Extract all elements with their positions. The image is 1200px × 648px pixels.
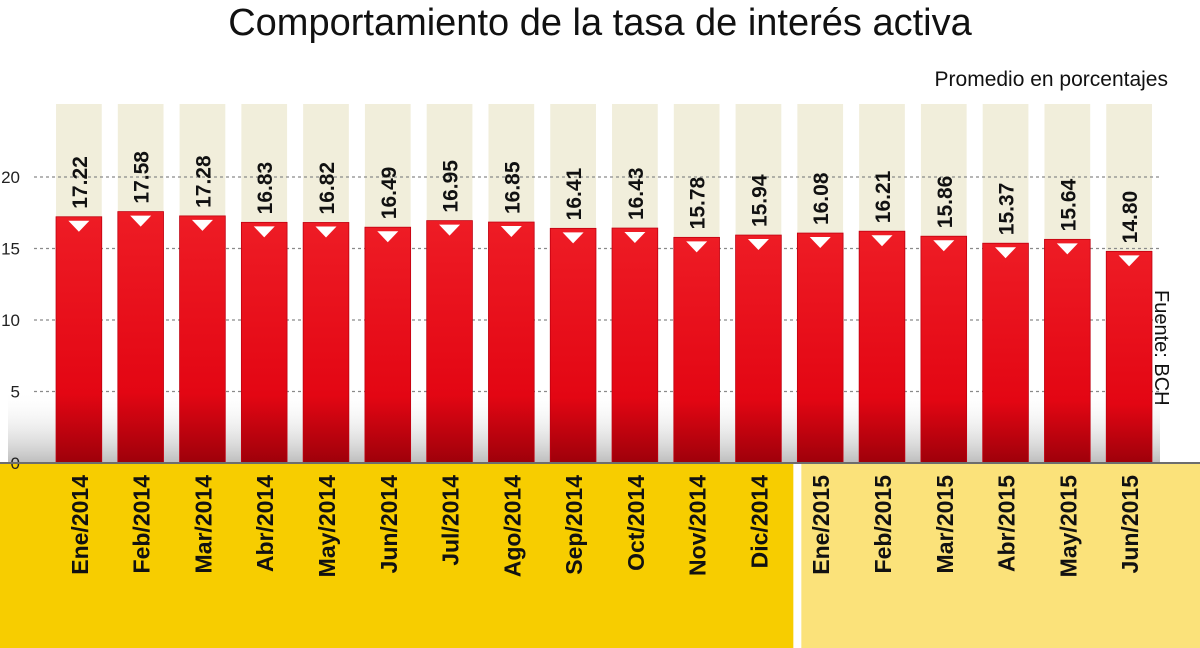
category-label: Abr/2015 [994,475,1020,572]
value-label: 15.94 [748,174,771,227]
y-tick-label: 10 [1,311,20,330]
category-label: Ene/2015 [808,475,834,575]
value-label: 16.82 [316,162,339,215]
value-label: 16.95 [440,160,463,213]
bar-marker [439,224,461,236]
category-label: Nov/2014 [685,475,711,576]
bar-marker [933,240,955,252]
value-label: 17.28 [192,155,215,208]
bar [1105,250,1153,464]
value-label: 16.21 [872,170,895,223]
bar [117,211,164,464]
category-label: Feb/2015 [870,475,896,574]
bar-marker [809,237,831,249]
bar [55,216,103,464]
value-label: 15.37 [996,183,1019,236]
category-label: Oct/2014 [623,475,649,571]
y-tick-label: 5 [11,383,20,402]
category-label: May/2015 [1055,475,1081,578]
value-label: 15.86 [934,176,957,229]
category-label: Mar/2015 [932,475,958,574]
bar [796,232,844,464]
bar-marker [562,232,584,244]
chart-subtitle: Promedio en porcentajes [934,68,1168,91]
bar [858,230,906,464]
category-label: Abr/2014 [252,475,278,572]
category-label: Ene/2014 [67,475,93,575]
bar-marker [377,231,399,243]
category-label: Ago/2014 [499,475,525,577]
bar [982,242,1029,464]
category-label: May/2014 [314,475,340,578]
bar [240,221,288,464]
value-label: 16.08 [810,172,833,225]
bar-marker [500,226,522,238]
bar [735,234,782,464]
bar-marker [747,239,769,251]
bar [920,235,968,464]
value-label: 14.80 [1119,191,1142,244]
chart-title: Comportamiento de la tasa de interés act… [228,2,972,44]
value-label: 16.43 [625,167,648,220]
value-label: 16.83 [254,162,277,215]
bar-marker [130,215,152,227]
bar [302,222,350,464]
bar-marker [315,226,337,238]
bar [673,236,720,464]
bar [488,221,535,464]
bar [611,227,659,464]
y-tick-label: 15 [1,240,20,259]
value-label: 16.41 [563,167,586,220]
category-label: Feb/2014 [129,475,155,574]
bar-marker [871,235,893,247]
category-band-2014 [0,464,794,648]
bar-marker [1118,255,1140,267]
bar-marker [253,226,275,238]
bar [549,227,597,464]
category-label: Jun/2015 [1117,475,1143,574]
bar [179,215,226,464]
category-label: Sep/2014 [561,475,587,575]
value-label: 16.49 [378,167,401,220]
bar-marker [191,219,213,231]
y-tick-label: 20 [1,168,20,187]
bar-marker [624,232,646,244]
value-label: 17.58 [131,151,154,204]
bar-marker [995,247,1017,259]
bar [364,226,412,464]
category-label: Jul/2014 [438,475,464,566]
bar-marker [1056,243,1078,255]
bar-marker [686,241,708,253]
bar [1044,238,1091,464]
bar-marker [68,220,90,232]
category-label: Jun/2014 [376,475,402,574]
category-label: Mar/2014 [190,475,216,574]
bar [426,220,473,464]
value-label: 17.22 [69,156,92,209]
category-band-2015 [801,464,1200,648]
value-label: 15.64 [1057,178,1080,231]
category-label: Dic/2014 [746,475,772,569]
value-label: 15.78 [687,176,710,229]
value-label: 16.85 [501,161,524,214]
